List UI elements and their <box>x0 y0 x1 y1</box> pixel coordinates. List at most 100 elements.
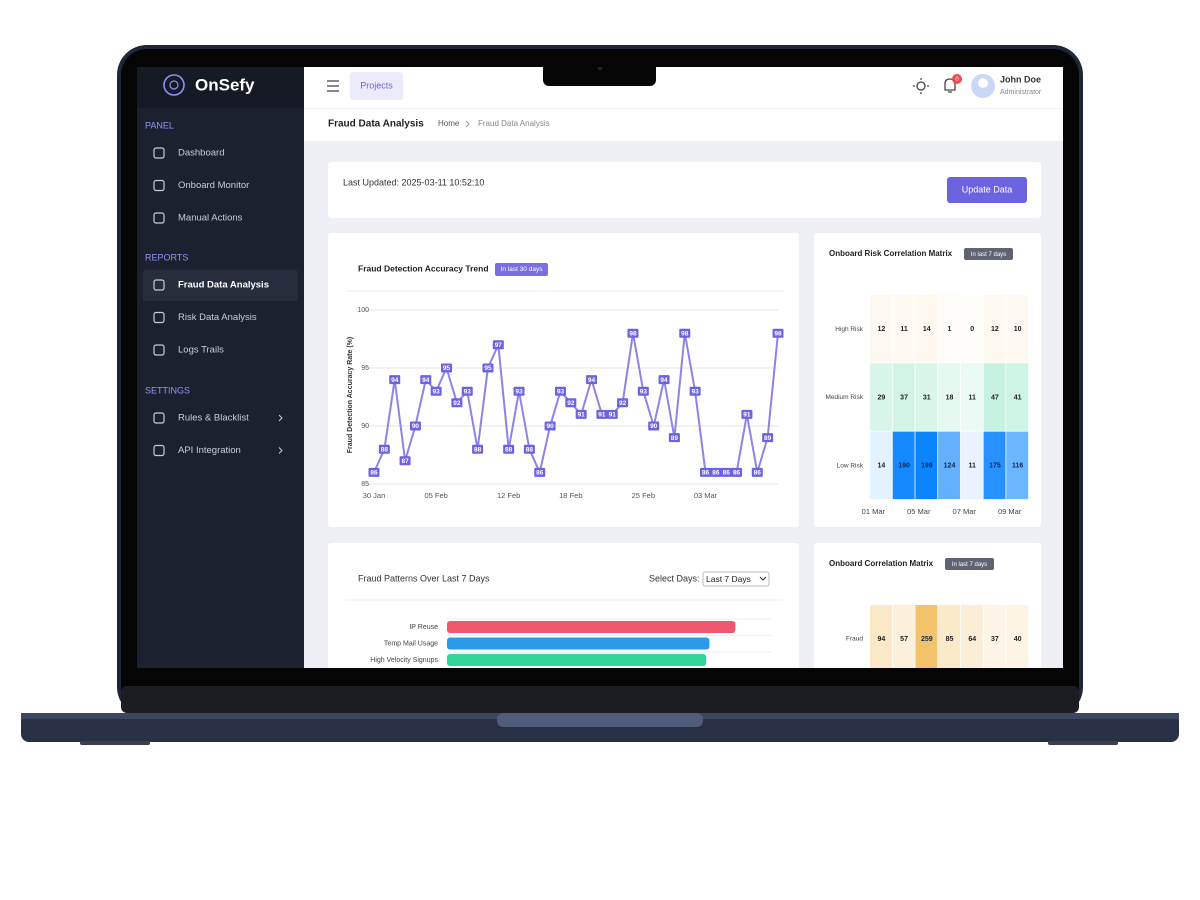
select-value[interactable]: Last 7 Days <box>706 574 751 584</box>
badge <box>964 248 1013 260</box>
chart-title: Onboard Correlation Matrix <box>829 559 934 568</box>
column-label: 05 Mar <box>907 507 931 516</box>
point-label: 94 <box>660 377 668 384</box>
menu-item[interactable]: Rules & Blacklist <box>178 413 249 424</box>
cell-value: 1 <box>948 326 952 333</box>
badge <box>945 558 994 570</box>
menu-icon <box>153 179 165 192</box>
theme-icon[interactable] <box>916 81 926 91</box>
menu-icon <box>153 279 165 291</box>
brand: OnSefy <box>195 75 255 94</box>
point-label: 87 <box>401 458 409 465</box>
point-label: 86 <box>733 470 741 477</box>
sidebar <box>137 67 304 668</box>
heat-cell <box>892 363 915 431</box>
topbar <box>304 67 1063 108</box>
cell-value: 40 <box>1014 636 1022 643</box>
heat-cell <box>915 363 938 431</box>
base-notch <box>497 713 703 727</box>
point-label: 86 <box>712 470 720 477</box>
point-label-box <box>741 409 753 419</box>
point-label-box <box>710 467 722 477</box>
point-label-box <box>461 386 473 396</box>
user-name: John Doe <box>1000 74 1041 84</box>
x-tick-label: 12 Feb <box>497 491 520 500</box>
cell-value: 11 <box>969 463 977 470</box>
point-label: 97 <box>495 342 503 349</box>
point-label-box <box>617 398 629 408</box>
menu-item[interactable]: Onboard Monitor <box>178 180 249 191</box>
cell-value: 57 <box>900 636 908 643</box>
point-label-box <box>699 467 711 477</box>
point-label: 88 <box>505 446 513 453</box>
point-label-box <box>534 467 546 477</box>
cell-value: 94 <box>877 636 885 643</box>
category-label: Temp Mail Usage <box>384 640 438 647</box>
menu-item[interactable]: Logs Trails <box>178 345 224 356</box>
menu-item[interactable]: Manual Actions <box>178 213 243 224</box>
projects-tab[interactable] <box>350 72 403 100</box>
point-label-box <box>751 467 763 477</box>
point-label-box <box>627 328 639 338</box>
point-label-box <box>389 375 401 385</box>
point-label-box <box>668 433 680 443</box>
section-title: PANEL <box>145 120 174 130</box>
category-label: IP Reuse <box>409 624 438 631</box>
update-button-label[interactable]: Update Data <box>962 184 1013 194</box>
point-label-box <box>575 409 587 419</box>
menu-item[interactable]: Fraud Data Analysis <box>178 280 269 291</box>
row-label: Medium Risk <box>825 394 863 401</box>
update-button[interactable] <box>947 177 1027 203</box>
cell-value: 85 <box>946 636 954 643</box>
breadcrumb-bar <box>304 109 1063 141</box>
foot <box>80 741 150 745</box>
days-select[interactable] <box>702 571 770 587</box>
badge <box>495 263 548 276</box>
point-label-box <box>720 467 732 477</box>
active-item-bg <box>143 270 298 301</box>
heat-cell <box>983 295 1006 363</box>
y-axis-label: Fraud Detection Accuracy Rate (%) <box>347 337 354 453</box>
point-label: 94 <box>391 377 399 384</box>
menu-item[interactable]: API Integration <box>178 445 241 456</box>
heat-cell <box>870 295 892 363</box>
point-label: 91 <box>743 412 751 419</box>
point-label-box <box>554 386 566 396</box>
badge-label: In last 7 days <box>971 252 1006 258</box>
point-label-box <box>658 375 670 385</box>
breadcrumb-home[interactable]: Home <box>438 119 460 128</box>
point-label-box <box>637 386 649 396</box>
point-label-box <box>378 444 390 454</box>
cell-value: 41 <box>1014 394 1022 401</box>
heat-cell <box>1006 431 1029 500</box>
cell-value: 14 <box>923 326 931 333</box>
point-label: 93 <box>640 388 648 395</box>
patterns-card <box>328 543 799 668</box>
point-label: 95 <box>484 365 492 372</box>
chevron <box>278 414 283 422</box>
point-label-box <box>451 398 463 408</box>
menu-item[interactable]: Dashboard <box>178 148 224 159</box>
point-label-box <box>368 467 380 477</box>
tab-label[interactable]: Projects <box>360 80 393 90</box>
point-label-box <box>409 421 421 431</box>
point-label-box <box>441 363 453 373</box>
point-label-box <box>689 386 701 396</box>
point-label: 86 <box>370 470 378 477</box>
avatar-face <box>978 78 988 88</box>
menu-icon[interactable] <box>327 80 339 92</box>
point-label-box <box>492 340 504 350</box>
heat-cell <box>870 363 892 431</box>
notification-badge <box>952 74 962 84</box>
y-tick-label: 95 <box>361 365 369 372</box>
menu-item[interactable]: Risk Data Analysis <box>178 312 257 323</box>
cell-value: 10 <box>1014 326 1022 333</box>
point-label-box <box>544 421 556 431</box>
cell-value: 0 <box>970 326 974 333</box>
point-label-box <box>596 409 608 419</box>
bar <box>447 621 736 633</box>
point-label: 93 <box>692 388 700 395</box>
heat-cell <box>938 605 961 668</box>
cell-value: 199 <box>921 463 933 470</box>
